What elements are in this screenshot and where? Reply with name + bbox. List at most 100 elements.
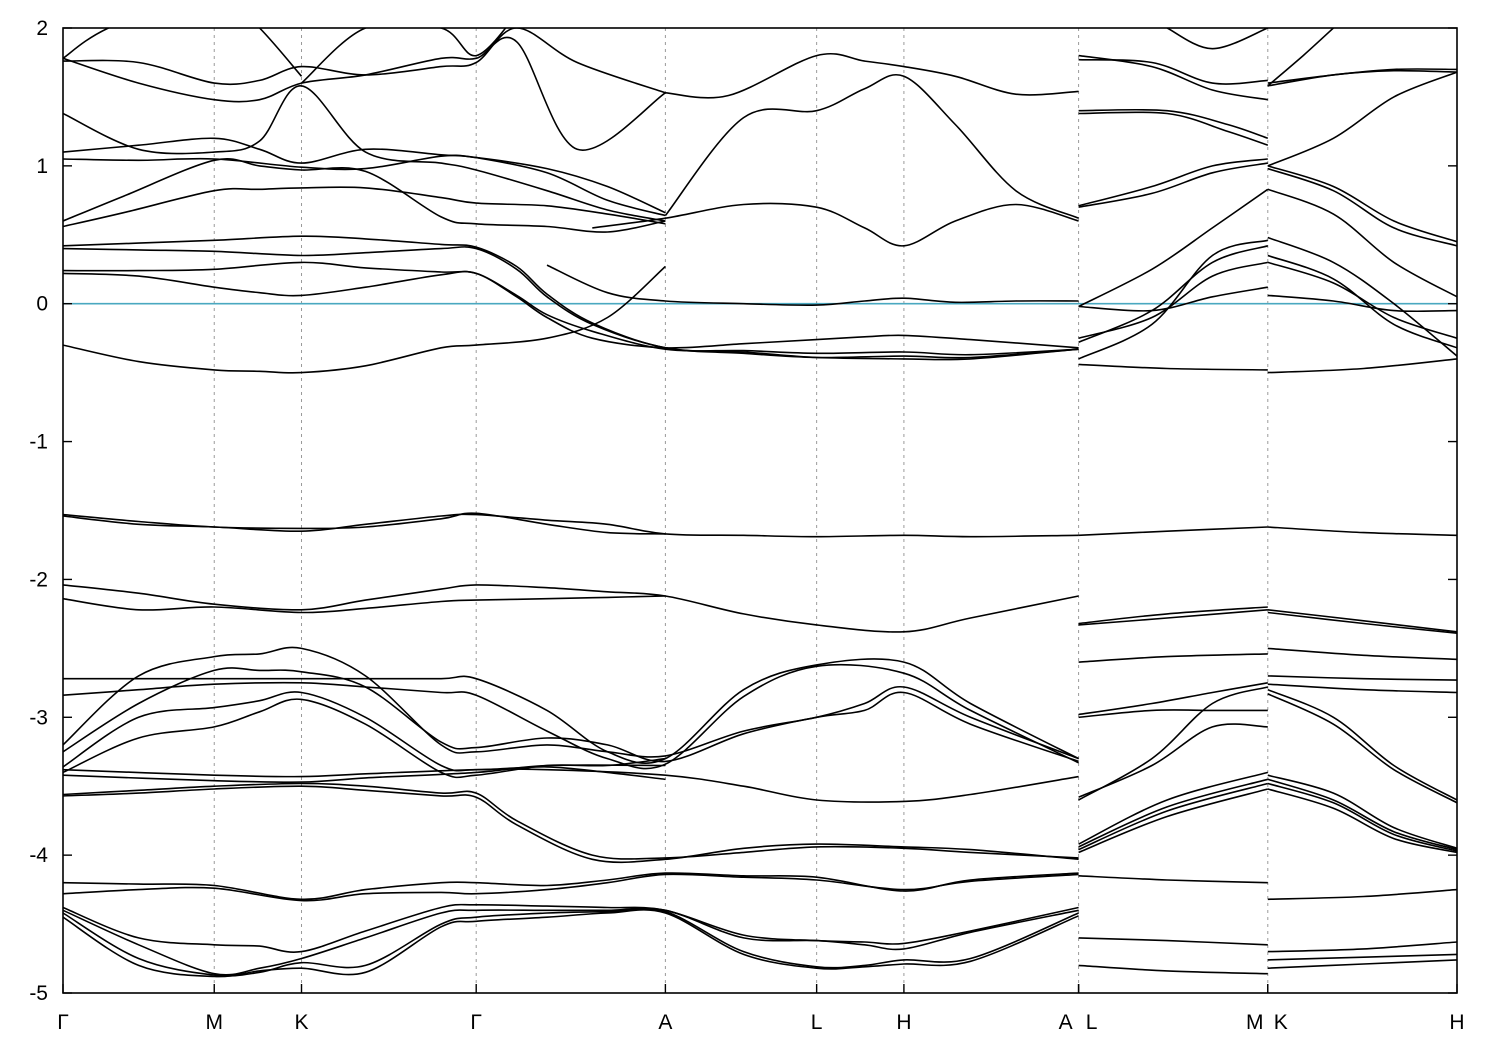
band-line: [1078, 788, 1269, 854]
band-line: [1267, 261, 1457, 339]
band-line: [1267, 69, 1457, 87]
band-line: [1267, 294, 1457, 313]
band-line: [1078, 245, 1269, 344]
x-tick-label: A: [658, 1011, 672, 1034]
y-tick-label: 0: [36, 293, 48, 316]
band-line: [1078, 158, 1268, 207]
band-line: [1267, 28, 1334, 87]
y-tick-label: -2: [29, 568, 48, 591]
band-line: [1267, 526, 1457, 537]
band-line: [1078, 286, 1268, 312]
band-line: [1078, 162, 1268, 208]
band-line: [1267, 188, 1457, 298]
band-line: [1078, 609, 1268, 626]
band-line: [1267, 782, 1457, 852]
band-line: [63, 782, 1079, 860]
band-line: [63, 512, 666, 535]
band-line: [665, 52, 1079, 99]
x-tick-label: L: [1086, 1011, 1098, 1034]
band-line: [63, 903, 1079, 953]
band-line: [1078, 875, 1268, 884]
band-line: [300, 28, 507, 84]
band-line: [63, 646, 1079, 760]
band-line: [1078, 709, 1268, 719]
band-line: [1078, 54, 1268, 101]
band-line: [1078, 778, 1269, 848]
band-line: [1078, 239, 1269, 360]
band-line: [63, 907, 1079, 976]
band-line: [1078, 771, 1269, 845]
x-tick-label: M: [1246, 1011, 1264, 1034]
band-line: [1078, 108, 1269, 140]
band-line: [63, 658, 1079, 765]
band-line: [1267, 888, 1457, 901]
band-line: [63, 28, 303, 77]
band-line: [63, 246, 1079, 359]
band-line: [1267, 165, 1457, 243]
band-line: [63, 265, 666, 374]
band-line: [63, 154, 666, 214]
x-tick-label: M: [205, 1011, 223, 1034]
band-line: [63, 785, 1079, 864]
band-line: [1078, 261, 1268, 339]
band-line: [63, 158, 666, 233]
y-tick-label: -5: [29, 982, 48, 1005]
band-line: [63, 584, 1079, 633]
band-line: [63, 907, 1079, 977]
band-line: [1267, 609, 1457, 633]
band-line: [63, 595, 666, 614]
band-line: [1267, 941, 1457, 953]
band-line: [63, 909, 1079, 978]
band-line: [63, 663, 1079, 770]
band-line: [1078, 58, 1268, 85]
band-line: [1078, 653, 1268, 663]
band-line: [1078, 937, 1268, 946]
band-line: [1078, 111, 1269, 146]
band-line: [1267, 953, 1457, 961]
x-tick-label: Γ: [470, 1011, 482, 1034]
band-line: [63, 768, 1079, 803]
band-line: [63, 85, 666, 222]
band-line: [1078, 686, 1269, 801]
band-line: [664, 74, 1079, 219]
band-line: [1078, 782, 1269, 851]
band-line: [1078, 363, 1268, 371]
y-tick-label: -4: [29, 844, 48, 867]
band-line: [1267, 236, 1457, 357]
plot-frame: [62, 27, 1458, 994]
band-line: [63, 186, 666, 228]
y-tick-label: 2: [36, 17, 48, 40]
band-line: [63, 667, 1079, 763]
band-line: [63, 28, 666, 94]
band-line: [1078, 526, 1268, 537]
band-line: [1267, 675, 1457, 681]
band-line: [63, 873, 1079, 902]
band-line: [63, 513, 1079, 538]
x-tick-label: L: [811, 1011, 823, 1034]
band-line: [1267, 611, 1457, 634]
band-line: [1078, 964, 1268, 975]
band-line: [1267, 71, 1457, 167]
x-tick-label: H: [896, 1011, 911, 1034]
band-line: [1267, 774, 1457, 850]
band-line: [63, 691, 666, 781]
y-axis-ticks: 2 1 0 -1 -2 -3 -4 -5: [29, 17, 1457, 1005]
band-line: [63, 36, 666, 151]
band-line: [63, 235, 1079, 361]
band-line: [1267, 959, 1457, 969]
band-line: [546, 264, 1079, 307]
band-line: [1078, 682, 1268, 716]
band-line: [1267, 167, 1457, 247]
band-line: [1078, 723, 1268, 798]
y-tick-label: -1: [29, 431, 48, 454]
band-line: [1267, 788, 1457, 854]
y-tick-label: -3: [29, 706, 48, 729]
band-line: [63, 270, 1079, 349]
y-tick-label: 1: [36, 155, 48, 178]
band-line: [63, 261, 1079, 356]
band-line: [1267, 358, 1457, 374]
band-line: [1078, 188, 1269, 308]
band-line: [1166, 28, 1269, 50]
